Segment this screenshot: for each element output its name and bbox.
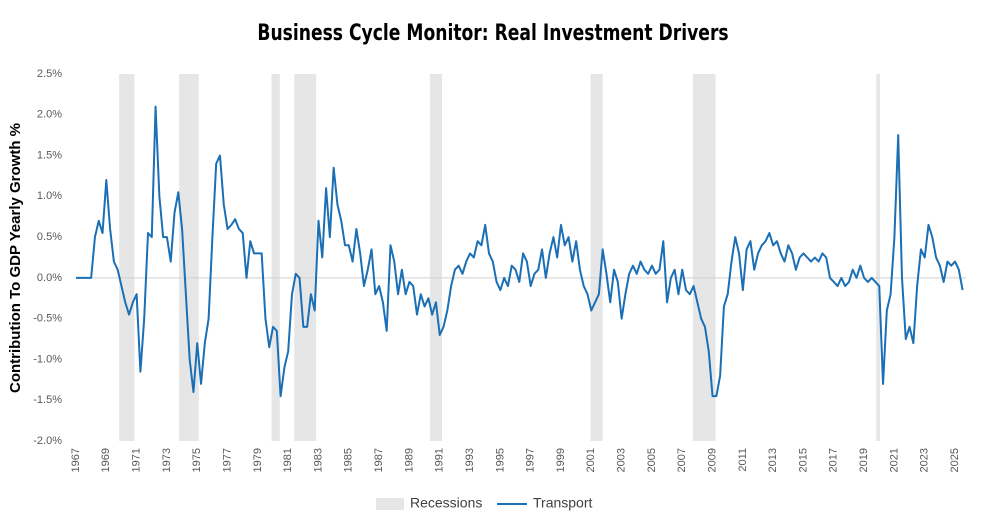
x-tick-label: 2003 (616, 448, 628, 472)
x-tick-label: 2005 (646, 448, 658, 472)
x-tick-label: 2023 (919, 448, 931, 472)
y-axis-label: Contribution To GDP Yearly Growth % (7, 123, 24, 393)
x-tick-label: 1977 (221, 448, 233, 472)
x-tick-label: 2001 (585, 448, 597, 472)
recession-band (692, 74, 716, 441)
recession-band (271, 74, 280, 441)
x-tick-label: 1975 (191, 448, 203, 472)
recession-band (294, 74, 317, 441)
x-tick-label: 2025 (949, 448, 961, 472)
x-tick-label: 1995 (494, 448, 506, 472)
x-tick-label: 2019 (858, 448, 870, 472)
x-tick-label: 2009 (706, 448, 718, 472)
legend-label: Transport (533, 495, 593, 511)
y-tick-label: -1.5% (33, 394, 62, 406)
recession-band (119, 74, 135, 441)
x-tick-label: 1987 (373, 448, 385, 472)
x-tick-label: 1997 (525, 448, 537, 472)
y-tick-label: 2.5% (37, 68, 62, 80)
recession-band (179, 74, 199, 441)
y-tick-label: -0.5% (33, 313, 62, 325)
x-tick-label: 1983 (312, 448, 324, 472)
x-tick-label: 2017 (828, 448, 840, 472)
y-tick-label: 1.5% (37, 149, 62, 161)
x-tick-label: 2015 (797, 448, 809, 472)
x-tick-label: 1999 (555, 448, 567, 472)
x-tick-label: 1971 (131, 448, 143, 472)
recession-band (429, 74, 443, 441)
x-tick-label: 1981 (282, 448, 294, 472)
chart-title: Business Cycle Monitor: Real Investment … (257, 20, 728, 46)
x-tick-label: 1979 (252, 448, 264, 472)
legend-label: Recessions (410, 495, 482, 511)
y-tick-label: 0.5% (37, 231, 62, 243)
series-line (76, 105, 964, 398)
y-tick-label: -2.0% (33, 435, 62, 447)
y-tick-label: 1.0% (37, 190, 62, 202)
y-tick-label: 2.0% (37, 109, 62, 121)
x-tick-label: 2013 (767, 448, 779, 472)
recession-band (876, 74, 881, 441)
x-tick-label: 1973 (161, 448, 173, 472)
legend-swatch (376, 498, 404, 510)
x-tick-label: 1989 (403, 448, 415, 472)
x-tick-label: 1993 (464, 448, 476, 472)
x-tick-label: 1985 (343, 448, 355, 472)
x-tick-label: 2007 (676, 448, 688, 472)
x-tick-label: 1991 (434, 448, 446, 472)
recession-band (590, 74, 603, 441)
x-tick-label: 1969 (100, 448, 112, 472)
x-tick-label: 2011 (737, 448, 749, 472)
x-tick-label: 2021 (888, 448, 900, 472)
y-tick-label: 0.0% (37, 272, 62, 284)
y-tick-label: -1.0% (33, 353, 62, 365)
x-tick-label: 1967 (70, 448, 82, 472)
